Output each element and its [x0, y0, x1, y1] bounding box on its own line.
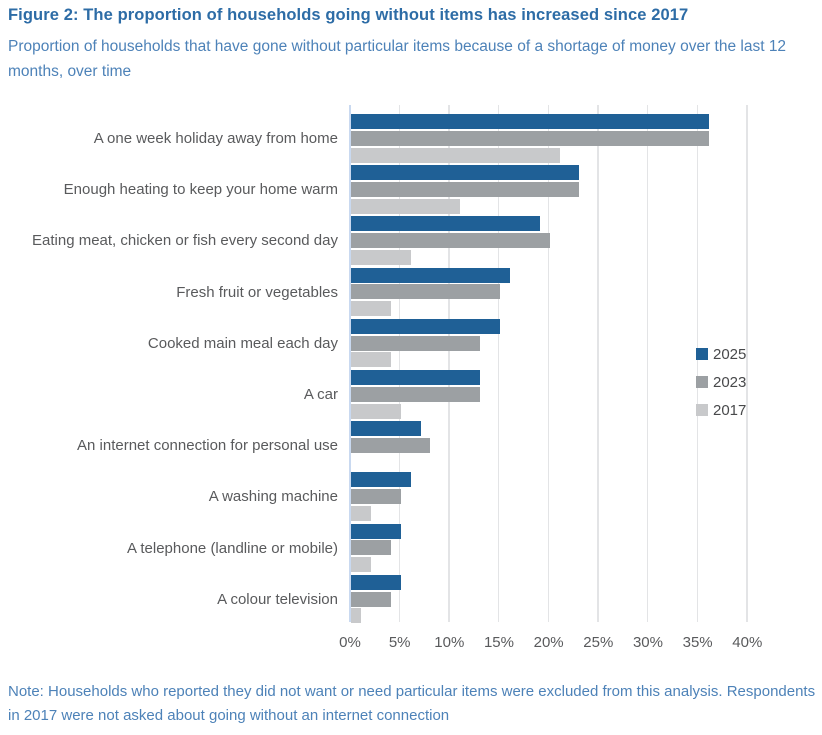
bar-2025-row5: [351, 318, 500, 334]
category-label-row2: Enough heating to keep your home warm: [63, 181, 338, 199]
gridline-40pct: [746, 105, 748, 622]
gridline-15pct: [497, 105, 500, 622]
bar-2017-row10: [351, 608, 361, 624]
x-tick-label-5pct: 5%: [388, 634, 411, 651]
bar-2025-row4: [351, 267, 510, 283]
bar-2017-row3: [351, 250, 411, 265]
bar-2023-row7: [351, 438, 431, 453]
category-label-row3: Eating meat, chicken or fish every secon…: [32, 232, 338, 250]
category-label-row10: A colour television: [217, 590, 338, 608]
gridline-20pct: [547, 105, 550, 622]
x-tick-label-10pct: 10%: [434, 634, 465, 651]
x-tick-label-35pct: 35%: [682, 634, 713, 651]
bar-2023-row8: [351, 489, 401, 505]
x-tick-label-25pct: 25%: [583, 634, 614, 651]
x-tick-label-40pct: 40%: [732, 634, 763, 651]
bar-2023-row5: [351, 335, 481, 351]
legend-swatch-2023: [696, 376, 708, 388]
legend-swatch-2025: [696, 348, 708, 360]
category-label-row5: Cooked main meal each day: [147, 334, 338, 352]
figure-note: Note: Households who reported they did n…: [8, 683, 816, 724]
category-label-row8: A washing machine: [208, 488, 338, 506]
figure-title: Figure 2: The proportion of households g…: [8, 6, 689, 24]
legend-label-2025: 2025: [713, 345, 747, 363]
category-label-row6: A car: [303, 386, 338, 403]
gridline-25pct: [597, 105, 599, 622]
legend-swatch-2017: [696, 404, 708, 416]
category-labels: A one week holiday away from home Enough …: [0, 105, 338, 622]
legend-label-2023: 2023: [713, 373, 747, 391]
figure-subtitle: Proportion of households that have gone …: [8, 38, 787, 80]
category-label-row7: An internet connection for personal use: [77, 437, 338, 455]
bar-2023-row3: [351, 233, 550, 249]
bar-2023-row10: [351, 591, 391, 607]
plot-area: [349, 105, 748, 624]
legend-item-2023: 2023: [696, 372, 746, 392]
bar-2023-row1: [351, 130, 709, 146]
bar-2025-row1: [351, 114, 709, 129]
x-tick-label-0pct: 0%: [339, 634, 361, 651]
x-tick-label-30pct: 30%: [632, 634, 663, 651]
gridline-35pct: [696, 105, 699, 622]
bar-2017-row8: [351, 506, 371, 521]
bar-2023-row4: [351, 284, 500, 300]
legend-item-2025: 2025: [696, 344, 746, 364]
bar-2025-row7: [351, 421, 421, 437]
bar-2017-row1: [351, 147, 560, 163]
bar-2025-row10: [351, 574, 401, 590]
bar-2023-row2: [351, 182, 580, 197]
bar-2025-row2: [351, 165, 580, 181]
gridline-5pct: [398, 105, 401, 622]
x-tick-label-20pct: 20%: [533, 634, 564, 651]
x-tick-label-15pct: 15%: [483, 634, 514, 651]
x-axis: 0% 5% 10% 15% 20% 25% 30% 35% 40%: [0, 634, 822, 656]
category-label-row9: A telephone (landline or mobile): [127, 539, 338, 557]
legend-label-2017: 2017: [713, 401, 747, 419]
bar-2017-row5: [351, 352, 391, 368]
legend: 2025 2023 2017: [696, 344, 746, 428]
bar-2025-row3: [351, 216, 540, 232]
bar-2025-row8: [351, 472, 411, 488]
category-label-row4: Fresh fruit or vegetables: [176, 283, 338, 301]
gridline-10pct: [448, 105, 450, 622]
bar-2023-row9: [351, 540, 391, 556]
bar-2017-row6: [351, 403, 401, 419]
gridline-30pct: [646, 105, 649, 622]
bar-2023-row6: [351, 386, 481, 402]
category-label-row1: A one week holiday away from home: [93, 130, 338, 147]
bar-2017-row9: [351, 557, 371, 573]
legend-item-2017: 2017: [696, 400, 746, 420]
y-axis-line: [349, 105, 351, 622]
bar-2017-row2: [351, 198, 461, 214]
bar-2017-row4: [351, 301, 391, 317]
bar-2025-row9: [351, 523, 401, 539]
bar-2025-row6: [351, 370, 481, 385]
